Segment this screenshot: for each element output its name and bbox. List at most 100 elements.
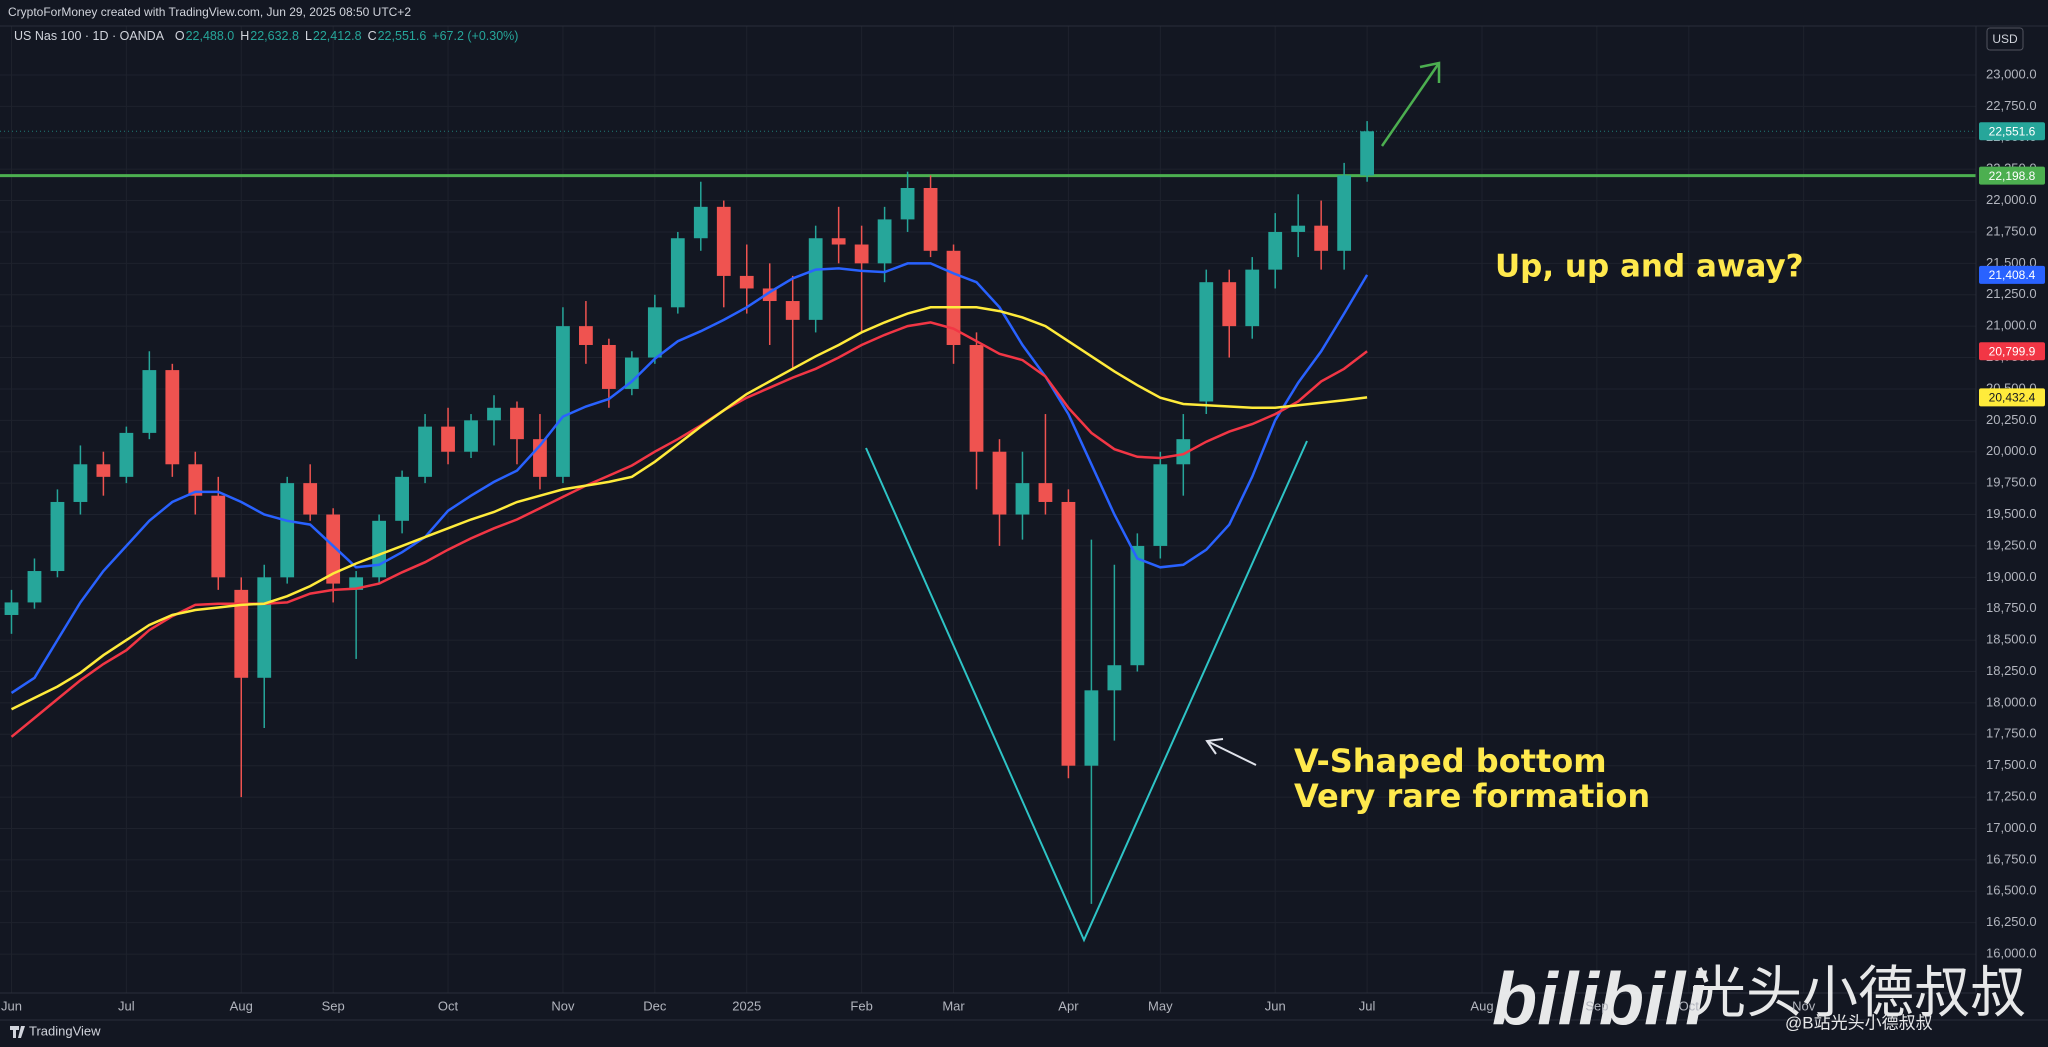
price-badge-label: 20,432.4	[1989, 391, 2036, 405]
candle-body	[831, 238, 846, 245]
y-tick-label: 21,750.0	[1986, 223, 2037, 238]
candle-body	[303, 483, 318, 515]
candle-body	[1061, 501, 1076, 766]
y-tick-label: 21,000.0	[1986, 318, 2037, 333]
candle-body	[556, 326, 570, 477]
y-tick-label: 18,000.0	[1986, 694, 2037, 709]
y-tick-label: 22,000.0	[1986, 192, 2037, 207]
x-tick-label: Jun	[1, 998, 22, 1013]
candle-body	[211, 495, 226, 578]
candle-body	[1222, 282, 1237, 327]
y-tick-label: 19,500.0	[1986, 506, 2037, 521]
candle-body	[119, 432, 134, 477]
ohlc-item: 22,412.8	[313, 29, 362, 43]
y-tick-label: 17,500.0	[1986, 757, 2037, 772]
candle-body	[785, 301, 800, 320]
ohlc-item: L	[305, 29, 312, 43]
candle-body	[510, 407, 524, 440]
candle-body	[1245, 269, 1260, 327]
x-tick-label: Jul	[118, 998, 135, 1013]
y-tick-label: 16,750.0	[1986, 851, 2037, 866]
candle-body	[1130, 545, 1145, 666]
ohlc-item: C	[368, 29, 377, 43]
ohlc-item: H	[240, 29, 249, 43]
ohlc-values: O22,488.0 H22,632.8 L22,412.8 C22,551.6 +67.…	[175, 29, 519, 43]
candle-body	[4, 602, 19, 615]
y-tick-label: 18,500.0	[1986, 632, 2037, 647]
candle-body	[923, 188, 938, 251]
price-badge	[1979, 342, 2045, 361]
y-tick-label: 16,500.0	[1986, 883, 2037, 898]
y-tick-label: 16,250.0	[1986, 914, 2037, 929]
x-tick-label: Sep	[322, 998, 345, 1013]
candle-body	[1153, 464, 1168, 546]
candle-body	[326, 514, 341, 584]
y-tick-label: 21,250.0	[1986, 286, 2037, 301]
y-tick-label: 23,000.0	[1986, 66, 2037, 81]
candle-body	[670, 238, 685, 308]
x-tick-label: Nov	[1792, 998, 1816, 1013]
watermark-handle: @B站光头小德叔叔	[1785, 1013, 1933, 1032]
x-tick-label: Jun	[1265, 998, 1286, 1013]
price-badge-label: 22,551.6	[1989, 124, 2036, 138]
moving-average	[10, 262, 1369, 694]
ohlc-item: O	[175, 29, 185, 43]
plot	[0, 121, 1976, 904]
price-badge	[1979, 122, 2045, 141]
ohlc-item: 22,551.6	[378, 29, 427, 43]
candle-body	[280, 483, 295, 578]
candle-body	[234, 589, 249, 678]
candle-body	[27, 571, 42, 603]
y-tick-label: 22,750.0	[1986, 98, 2037, 113]
logo	[10, 1026, 25, 1038]
ohlc-item: 22,488.0	[186, 29, 235, 43]
pointer-arrow	[1205, 738, 1257, 766]
candle-body	[188, 464, 203, 496]
y-tick-label: 19,000.0	[1986, 569, 2037, 584]
candle-body	[418, 426, 432, 477]
price-badge-label: 22,198.8	[1989, 169, 2036, 183]
candle-body	[693, 206, 708, 239]
candle-body	[579, 326, 593, 345]
candle-body	[395, 476, 409, 521]
y-tick-label: 17,250.0	[1986, 789, 2037, 804]
candle-body	[464, 420, 478, 452]
candle-body	[1176, 439, 1191, 465]
symbol-legend: US Nas 100 · 1D · OANDA O22,488.0 H22,632…	[14, 29, 518, 43]
y-tick-label: 16,000.0	[1986, 946, 2037, 961]
price-badge-label: 20,799.9	[1989, 344, 2036, 358]
x-tick-label: May	[1148, 998, 1173, 1013]
watermark-name: 光头小德叔叔	[1690, 961, 2026, 1024]
candle-body	[969, 344, 984, 452]
candle-body	[1084, 690, 1099, 766]
candle-body	[992, 451, 1007, 515]
currency-box[interactable]	[1986, 27, 2024, 51]
candle-body	[73, 464, 88, 502]
candle-body	[50, 501, 65, 572]
y-tick-label: 19,750.0	[1986, 475, 2037, 490]
x-tick-label: Mar	[942, 998, 965, 1013]
price-badge	[1979, 265, 2045, 284]
candle-body	[854, 244, 869, 264]
candle-body	[1291, 225, 1306, 232]
candle-body	[257, 577, 272, 678]
watermark-logo: bilibili	[1492, 958, 1707, 1041]
x-tick-label: Oct	[438, 998, 459, 1013]
candle-body	[1038, 483, 1053, 502]
candle-body	[165, 370, 180, 465]
x-tick-label: 2025	[732, 998, 761, 1013]
header-bar	[0, 0, 2048, 26]
annotation: Very rare formation	[1294, 777, 1650, 815]
annotation: Up, up and away?	[1495, 249, 1804, 285]
x-tick-label: Dec	[643, 998, 667, 1013]
x-tick-label: Nov	[551, 998, 575, 1013]
price-badge	[1979, 166, 2045, 185]
candle-body	[1199, 282, 1214, 402]
candle-body	[1314, 225, 1329, 251]
candle-body	[96, 464, 111, 477]
candle-body	[808, 238, 823, 320]
watermark: bilibili 光头小德叔叔 @B站光头小德叔叔	[1492, 958, 2026, 1041]
candle-body	[372, 520, 387, 578]
up-arrow	[1380, 61, 1441, 147]
